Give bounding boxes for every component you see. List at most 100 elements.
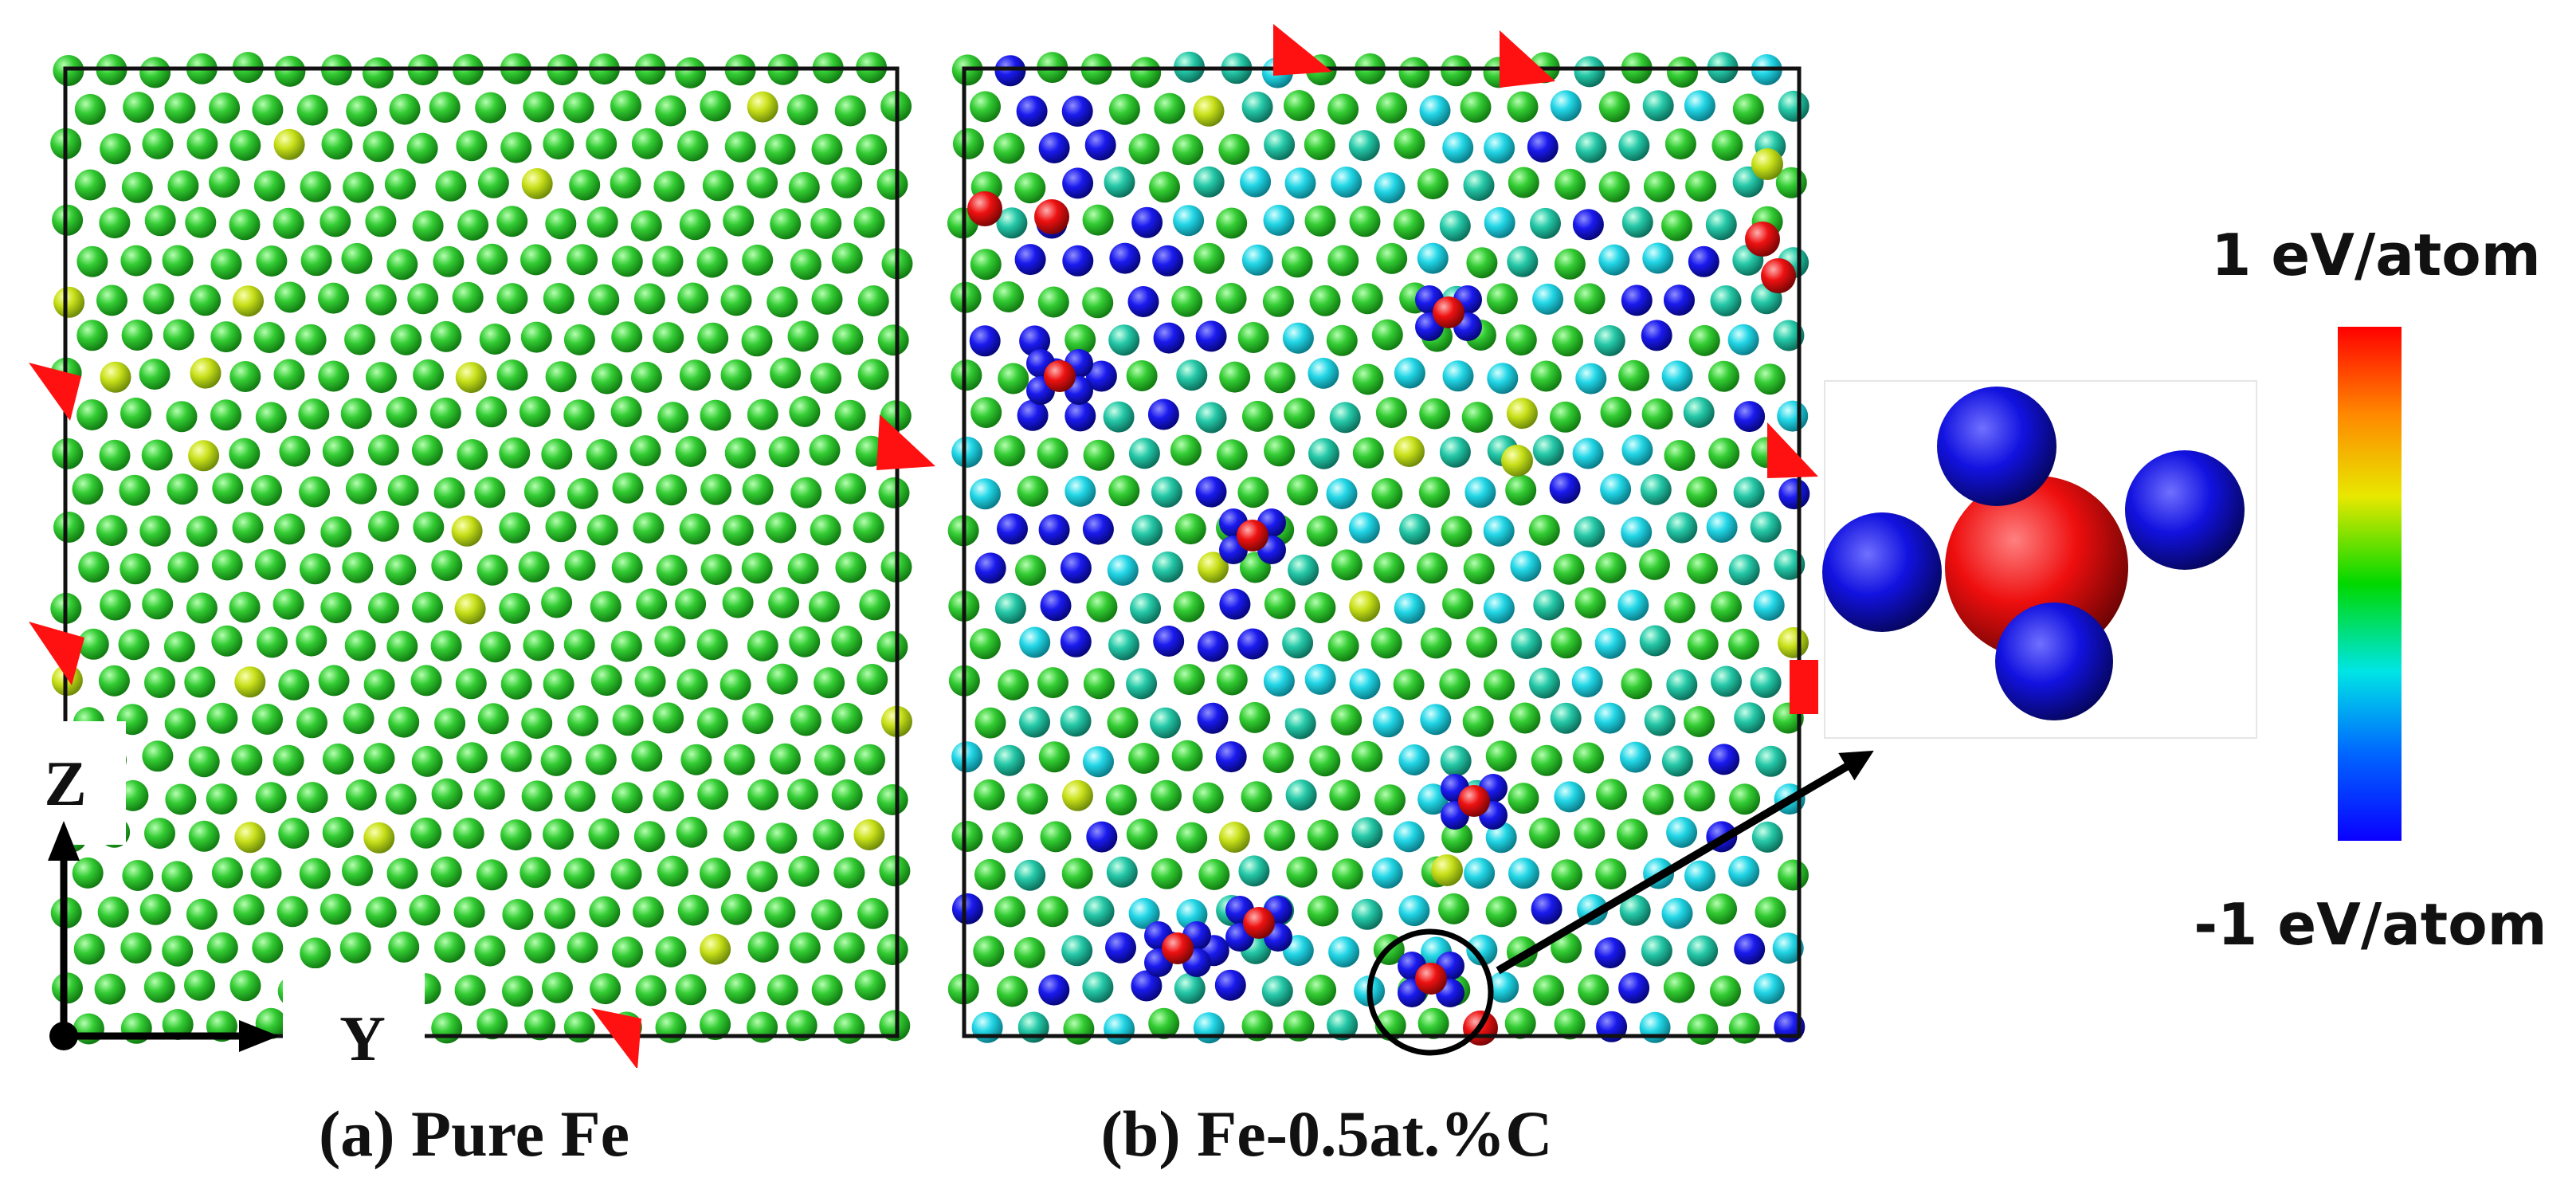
fe-atom — [453, 818, 484, 849]
fe-atom-cyan — [1488, 971, 1519, 1003]
fe-atom — [1661, 210, 1692, 241]
fe-atom — [1149, 171, 1180, 203]
fe-atom — [1327, 630, 1359, 662]
fe-atom-cyan — [951, 436, 983, 468]
fe-atom — [388, 931, 420, 963]
fe-atom-cyan — [1241, 244, 1273, 276]
fe-atom — [635, 975, 667, 1007]
fe-atom-yellowish — [1062, 779, 1093, 811]
fe-atom-teal — [1131, 514, 1163, 546]
carbon-atom — [1034, 199, 1069, 234]
fe-atom — [1307, 895, 1339, 927]
fe-atom — [723, 744, 755, 775]
fe-atom — [496, 359, 528, 391]
fe-atom — [1554, 248, 1586, 280]
carbon-atom — [967, 191, 1002, 226]
fe-atom — [1172, 134, 1204, 166]
fe-atom-blue — [1038, 132, 1070, 163]
fe-atom — [520, 857, 551, 889]
fe-atom — [679, 513, 711, 545]
fe-atom — [412, 210, 444, 242]
fe-atom — [857, 359, 889, 391]
fe-atom — [255, 402, 287, 434]
fe-atom-cyan — [1684, 90, 1715, 122]
fe-atom — [567, 244, 598, 276]
fe-atom — [610, 858, 642, 890]
fe-atom-yellowish — [454, 593, 486, 625]
fe-atom — [1370, 627, 1402, 659]
fe-atom-teal — [1440, 745, 1472, 777]
fe-atom-yellowish — [455, 362, 487, 394]
fe-atom-cyan — [1594, 702, 1625, 734]
fe-atom-cyan — [1466, 934, 1498, 966]
fe-atom — [385, 783, 417, 815]
fe-atom — [653, 322, 684, 354]
fe-atom — [340, 398, 372, 430]
fe-atom — [1616, 818, 1648, 850]
fe-atom — [94, 973, 126, 1005]
fe-atom — [633, 896, 664, 928]
fe-atom — [165, 783, 197, 815]
fe-atom — [612, 705, 644, 736]
fe-atom-yellowish — [100, 361, 131, 393]
fe-atom-teal — [1710, 285, 1742, 316]
fe-atom-blue — [1038, 974, 1070, 1006]
fe-atom — [502, 899, 534, 930]
fe-atom — [430, 856, 462, 888]
fe-atom-cyan — [1661, 897, 1693, 929]
fe-atom — [611, 321, 643, 353]
fe-atom — [1329, 779, 1361, 811]
fe-atom-yellowish — [1506, 398, 1538, 430]
fe-atom — [1192, 782, 1224, 814]
fe-atom-cyan — [1173, 205, 1205, 237]
fe-atom — [588, 818, 620, 850]
fe-atom — [811, 899, 843, 931]
fe-atom-teal — [1661, 745, 1693, 777]
fe-atom — [1485, 896, 1517, 928]
fe-atom — [296, 782, 328, 814]
fe-atom-blue — [1219, 588, 1251, 620]
fe-atom — [167, 551, 199, 583]
fe-atom — [1171, 740, 1203, 771]
fe-atom — [144, 205, 176, 237]
fe-atom — [1708, 438, 1740, 469]
fe-atom — [523, 932, 555, 964]
fe-atom — [518, 551, 550, 583]
fe-atom — [700, 399, 731, 431]
fe-atom — [1574, 587, 1606, 619]
fe-atom-cyan — [1442, 360, 1474, 392]
fe-atom-blue — [1237, 628, 1268, 660]
fe-atom — [386, 858, 418, 889]
fe-atom-cyan — [1617, 589, 1649, 621]
fe-atom — [1126, 360, 1158, 391]
fe-atom — [321, 128, 353, 160]
fe-atom — [139, 515, 171, 547]
fe-atom — [879, 1010, 911, 1042]
fe-atom-blue — [1197, 630, 1229, 662]
fe-atom — [970, 249, 1002, 281]
fe-atom-cyan — [1104, 1013, 1135, 1045]
fe-atom — [98, 665, 130, 697]
fe-atom — [1439, 668, 1471, 700]
fe-atom — [456, 130, 488, 162]
fe-atom — [970, 91, 1001, 123]
fe-atom — [100, 589, 131, 621]
fe-atom — [433, 245, 465, 277]
fe-atom — [636, 588, 668, 620]
fe-atom — [523, 476, 555, 508]
fe-atom-cyan — [1393, 821, 1425, 853]
fe-atom-cyan — [1417, 242, 1449, 274]
fe-atom-cyan — [1394, 357, 1425, 389]
inset-fe-atom-top — [1937, 387, 2056, 506]
fe-atom — [700, 554, 732, 586]
fe-atom — [679, 359, 711, 391]
fe-atom — [384, 168, 416, 200]
fe-atom — [1374, 784, 1406, 816]
fe-atom — [476, 396, 508, 428]
fe-atom — [499, 437, 531, 469]
fe-atom — [274, 281, 306, 313]
fe-atom-teal — [1530, 207, 1561, 239]
carbon-atom — [1243, 907, 1275, 939]
fe-atom — [1728, 628, 1759, 660]
fe-atom — [724, 437, 756, 469]
